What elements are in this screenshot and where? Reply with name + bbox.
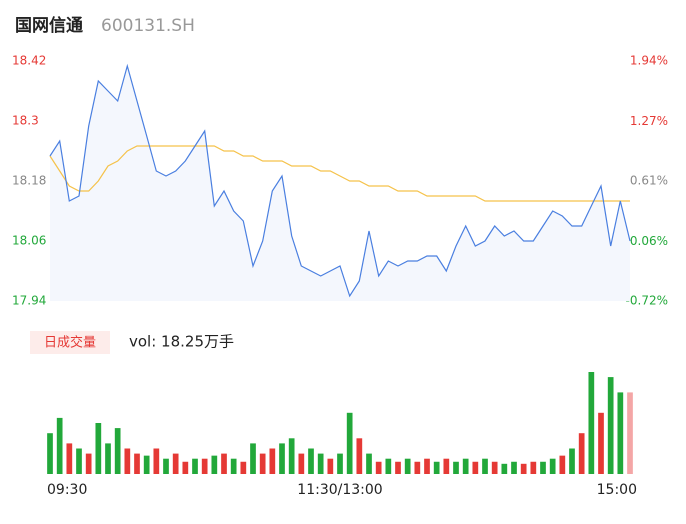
volume-bar <box>453 461 459 474</box>
volume-bar <box>627 392 633 474</box>
volume-bar <box>85 453 92 474</box>
volume-bar <box>143 455 150 474</box>
volume-bar <box>269 448 276 474</box>
volume-bar <box>617 392 624 474</box>
volume-bar <box>404 458 411 474</box>
volume-bar <box>569 448 575 474</box>
volume-bar <box>298 453 305 474</box>
volume-bar <box>250 443 256 474</box>
y2-tick-label: -0.06% <box>626 234 668 248</box>
x-tick-label: 09:30 <box>47 482 87 498</box>
volume-bar <box>482 458 488 474</box>
volume-bar <box>375 461 382 474</box>
volume-bar <box>221 453 227 474</box>
chart-title: 国网信通 <box>15 15 83 36</box>
volume-bar <box>549 458 556 474</box>
volume-bar <box>114 428 121 474</box>
volume-bar <box>443 458 450 474</box>
volume-button-label[interactable]: 日成交量 <box>44 335 96 351</box>
volume-bar <box>501 463 508 474</box>
volume-bar <box>288 438 295 474</box>
y2-tick-label: 0.61% <box>630 174 668 188</box>
volume-bar <box>337 453 343 474</box>
volume-bar <box>366 453 372 474</box>
y-tick-label: 17.94 <box>12 294 46 308</box>
volume-bar <box>520 463 527 474</box>
volume-bar <box>230 458 237 474</box>
volume-bar <box>66 443 73 474</box>
volume-bar <box>511 461 517 474</box>
price-line <box>49 63 631 298</box>
volume-bar <box>95 423 102 474</box>
volume-bar <box>530 461 537 474</box>
volume-bar <box>317 453 324 474</box>
volume-bar <box>462 458 469 474</box>
y-tick-label: 18.42 <box>12 54 46 68</box>
stock-code: 600131.SH <box>101 16 195 36</box>
x-tick-label: 15:00 <box>597 482 637 498</box>
volume-bar <box>172 453 179 474</box>
volume-bar <box>346 412 353 474</box>
volume-bar <box>279 443 285 474</box>
volume-bar <box>47 433 53 474</box>
volume-bar <box>472 461 479 474</box>
volume-bar <box>192 458 198 474</box>
volume-bar <box>588 372 595 474</box>
price-area <box>50 66 630 301</box>
volume-bar <box>385 458 392 474</box>
average-line <box>49 145 630 202</box>
volume-bar <box>76 448 82 474</box>
volume-bar <box>395 461 401 474</box>
volume-bar <box>433 461 440 474</box>
volume-bar <box>327 458 334 474</box>
y-tick-label: 18.18 <box>12 174 46 188</box>
volume-bar <box>559 455 566 474</box>
volume-bar <box>134 453 140 474</box>
volume-bar <box>153 448 160 474</box>
volume-bar <box>598 412 604 474</box>
volume-bar <box>124 448 131 474</box>
volume-bar <box>424 458 430 474</box>
volume-bar <box>211 455 218 474</box>
volume-bar <box>240 461 247 474</box>
volume-button[interactable] <box>30 331 110 354</box>
volume-bar <box>56 417 63 474</box>
volume-bar <box>182 461 189 474</box>
x-tick-label: 11:30/13:00 <box>297 482 382 498</box>
volume-bar <box>540 461 546 474</box>
y-tick-label: 18.3 <box>12 114 39 128</box>
y-tick-label: 18.06 <box>12 234 46 248</box>
y2-tick-label: -0.72% <box>626 294 668 308</box>
y2-tick-label: 1.27% <box>630 114 668 128</box>
volume-bar <box>607 377 614 474</box>
volume-bar <box>308 448 314 474</box>
volume-bar <box>259 453 266 474</box>
y2-tick-label: 1.94% <box>630 54 668 68</box>
volume-bar <box>491 461 498 474</box>
volume-bar <box>356 438 363 474</box>
volume-bar <box>578 433 585 474</box>
volume-bar <box>105 443 111 474</box>
volume-bar <box>201 458 208 474</box>
volume-text: vol: 18.25万手 <box>129 333 234 351</box>
volume-bar <box>414 461 421 474</box>
volume-bar <box>163 458 169 474</box>
